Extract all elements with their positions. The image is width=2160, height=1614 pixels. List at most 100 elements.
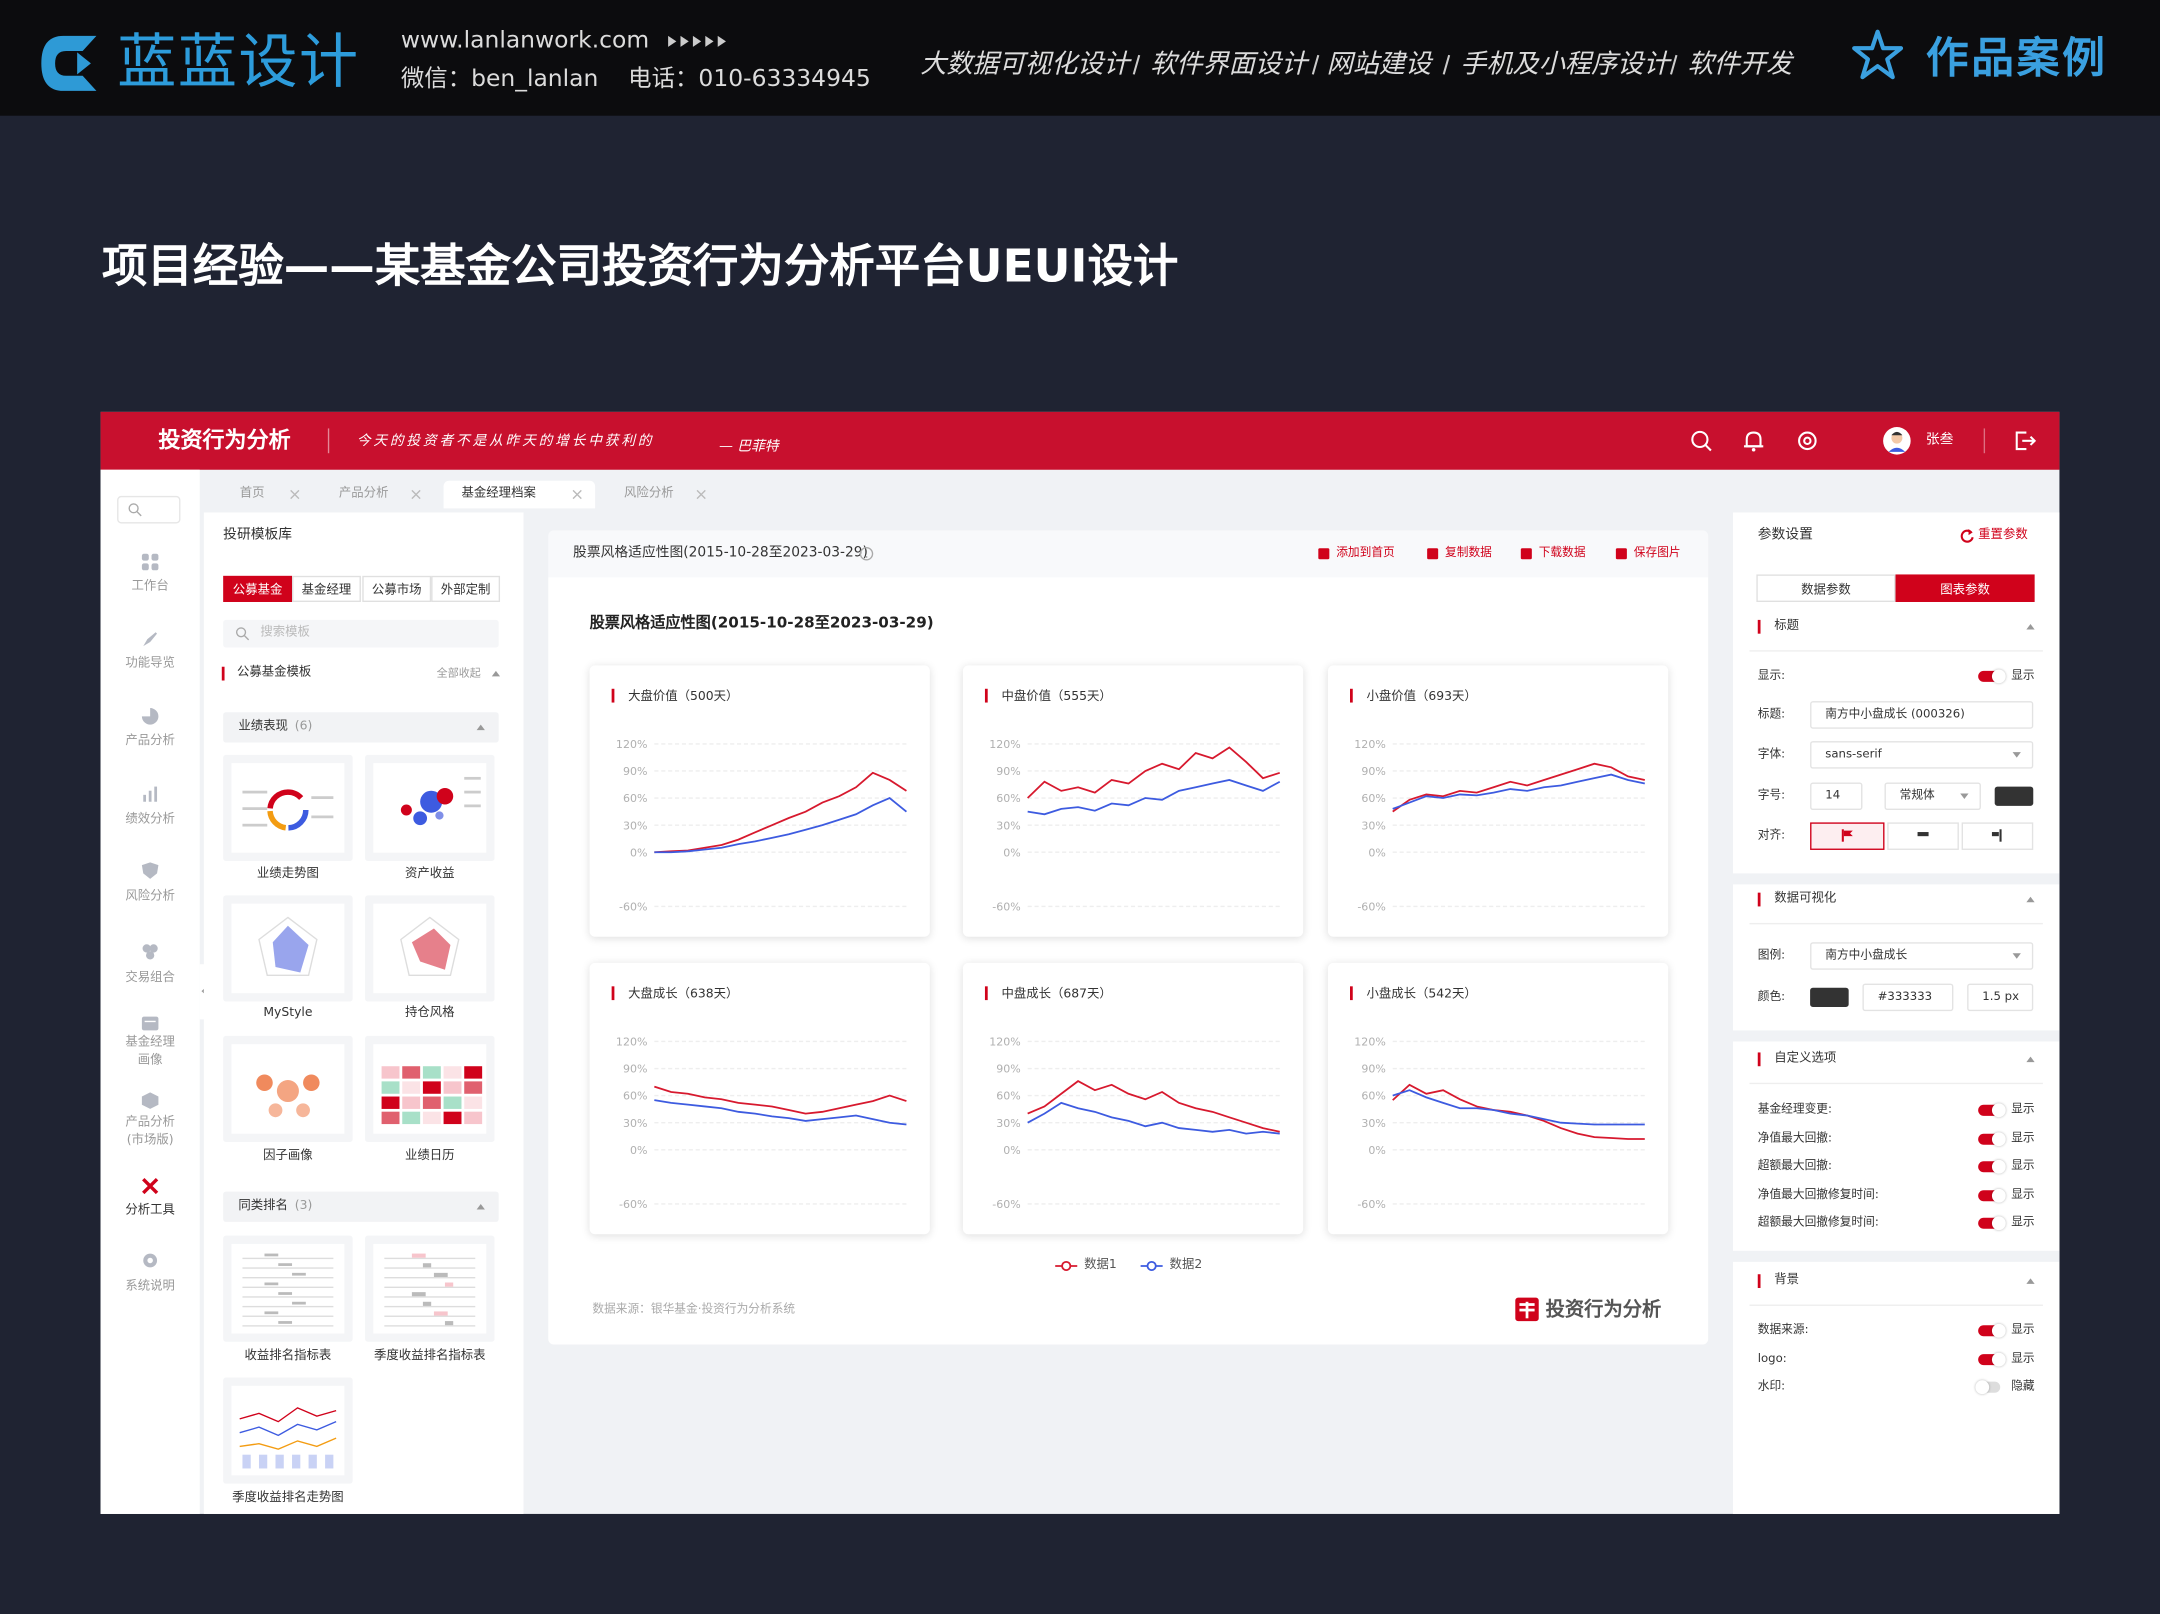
- caret-part: [2012, 953, 2021, 959]
- tab[interactable]: 首页: [239, 486, 265, 501]
- thumb-art-part: [381, 1066, 400, 1079]
- select[interactable]: [1810, 942, 2034, 970]
- thumb-art-part: [258, 916, 318, 976]
- input-value: 14: [1825, 788, 1841, 803]
- section-heading: 标题: [1774, 619, 1800, 633]
- toggle-state: 显示: [2011, 1323, 2035, 1338]
- input[interactable]: [1810, 701, 2034, 729]
- settings-tab[interactable]: 图表参数: [1895, 574, 2035, 602]
- nav-item[interactable]: 功能导览: [125, 657, 175, 671]
- thumb-art-part: [464, 790, 481, 794]
- thumb-art-part: [384, 1305, 476, 1308]
- group-header[interactable]: [223, 1191, 499, 1222]
- nav-item[interactable]: 工作台: [131, 579, 169, 594]
- toggle[interactable]: [1978, 1217, 2001, 1229]
- toggle[interactable]: [1978, 1354, 2001, 1366]
- logo-icon-part: [1525, 1301, 1529, 1319]
- y-tick-label: -60%: [619, 901, 647, 914]
- tab-close-part: [290, 489, 300, 500]
- toggle[interactable]: [1978, 1104, 2001, 1116]
- legend-label: 数据2: [1169, 1258, 1203, 1273]
- action[interactable]: 复制数据: [1445, 546, 1492, 561]
- nav-icon-part: [141, 563, 149, 571]
- nav-item[interactable]: 交易组合: [125, 971, 175, 985]
- filter-tab[interactable]: 外部定制: [431, 575, 501, 602]
- service-link[interactable]: 手机及小程序设计: [1460, 48, 1670, 80]
- color-swatch[interactable]: [1994, 786, 2034, 806]
- caret-part: [1960, 793, 1969, 799]
- nav-item[interactable]: 分析工具: [125, 1203, 175, 1218]
- thumb-art-part: [464, 804, 481, 808]
- action[interactable]: 下载数据: [1538, 546, 1586, 561]
- y-tick-label: 0%: [1003, 1144, 1020, 1157]
- filter-tab[interactable]: 公募市场: [362, 575, 432, 602]
- legend-marker-part: [1146, 1260, 1157, 1271]
- template-name: 资产收益: [404, 867, 455, 881]
- nav-item[interactable]: 系统说明: [125, 1279, 175, 1294]
- brand-logo-part: [41, 35, 97, 91]
- nav-item[interactable]: 产品分析(市场版): [125, 1115, 175, 1148]
- y-tick-label: 60%: [1361, 1090, 1385, 1103]
- search-box[interactable]: [223, 619, 499, 648]
- collapse-all[interactable]: 全部收起: [436, 666, 481, 680]
- input[interactable]: [1810, 782, 1863, 810]
- service-link[interactable]: 大数据可视化设计: [920, 48, 1130, 80]
- align-left-icon-part: [1843, 830, 1853, 837]
- nav-icon-part: [141, 1016, 159, 1031]
- toggle[interactable]: [1978, 1133, 2001, 1145]
- toggle[interactable]: [1978, 1325, 2001, 1337]
- field-label: 净值最大回撤修复时间:: [1757, 1188, 1879, 1203]
- tab-close-part: [572, 489, 582, 500]
- group-header[interactable]: [223, 712, 499, 743]
- input[interactable]: [1967, 983, 2034, 1012]
- toggle[interactable]: [1978, 670, 2001, 682]
- align-button[interactable]: [1887, 822, 1959, 850]
- service-link[interactable]: 软件开发: [1687, 48, 1793, 80]
- nav-item[interactable]: 基金经理画像: [125, 1035, 175, 1068]
- tab[interactable]: 风险分析: [624, 486, 674, 501]
- settings-icon-part: [1803, 436, 1812, 446]
- service-link[interactable]: 网站建设: [1326, 48, 1432, 80]
- group-count: (6): [294, 719, 313, 734]
- align-left-icon: [1841, 829, 1853, 842]
- nav-icon: [141, 862, 159, 879]
- user-name: 张叁: [1925, 432, 1954, 448]
- y-tick-label: 60%: [623, 1090, 647, 1103]
- help-icon-part: [865, 555, 868, 558]
- settings-tab[interactable]: 数据参数: [1756, 574, 1896, 602]
- thumb-art-part: [242, 1296, 334, 1298]
- action-icon: [1520, 548, 1532, 560]
- color-swatch[interactable]: [1810, 987, 1849, 1007]
- caret-part: [476, 1203, 485, 1210]
- input[interactable]: [1862, 983, 1954, 1012]
- arrows-part: [668, 35, 677, 47]
- align-right-icon-part: [1999, 829, 2002, 842]
- template-name: 收益排名指标表: [244, 1349, 332, 1364]
- toggle[interactable]: [1978, 1190, 2001, 1202]
- toggle[interactable]: [1978, 1161, 2001, 1173]
- chart: 小盘成长（542天） 120% 90% 60% 30% 0% -60%: [1350, 985, 1645, 1211]
- align-button[interactable]: [1961, 822, 2034, 850]
- nav-item[interactable]: 产品分析: [125, 734, 175, 749]
- nav-item[interactable]: 风险分析: [125, 889, 175, 904]
- align-button[interactable]: [1810, 822, 1885, 850]
- reset[interactable]: 重置参数: [1978, 528, 2028, 543]
- action[interactable]: 添加到首页: [1336, 546, 1395, 561]
- service-link[interactable]: 软件界面设计: [1150, 48, 1308, 80]
- toggle[interactable]: [1978, 1381, 2001, 1393]
- action[interactable]: 保存图片: [1633, 546, 1681, 561]
- y-tick-label: -60%: [1357, 901, 1385, 914]
- filter-tab[interactable]: 基金经理: [292, 575, 361, 602]
- nav-item[interactable]: 绩效分析: [125, 812, 175, 827]
- section-heading: 背景: [1774, 1273, 1800, 1288]
- thumb-art-part: [381, 1096, 400, 1109]
- tab-close: [696, 489, 706, 500]
- tab[interactable]: 产品分析: [338, 486, 389, 501]
- filter-tab[interactable]: 公募基金: [223, 575, 293, 602]
- select[interactable]: [1810, 741, 2034, 769]
- toggle-state: 显示: [2011, 1132, 2035, 1146]
- thumb-art-part: [402, 1081, 421, 1094]
- logout-icon-part: [2015, 431, 2027, 451]
- tab[interactable]: 基金经理档案: [461, 486, 536, 501]
- template-name: 持仓风格: [404, 1006, 455, 1021]
